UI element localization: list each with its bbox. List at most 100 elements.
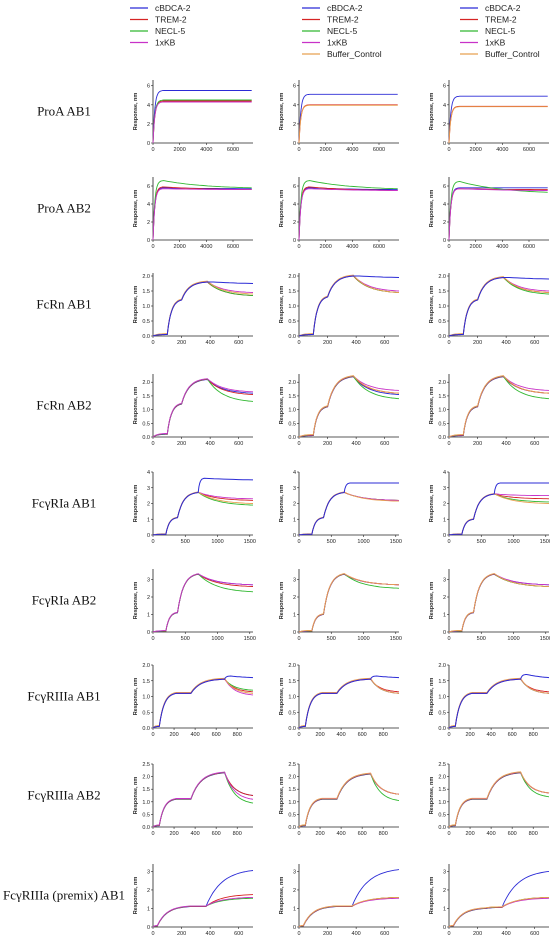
y-axis-title: Response, nm [429,286,435,324]
x-tick-label: 600 [234,441,243,447]
series-line-1xkb [298,491,400,536]
x-tick-label: 1000 [507,636,519,642]
panel-r6-c2: 0 1 2 3 0 500 1000 1500 Response, nm [279,569,402,642]
y-tick-label: 0.5 [288,710,296,716]
series-line-buffer-control [298,677,400,729]
x-tick-label: 800 [233,831,242,837]
x-tick-label: 600 [358,831,367,837]
y-tick-label: 0.5 [142,319,150,325]
series-line-buffer-control [448,493,550,536]
y-tick-label: 1 [147,613,150,619]
series-line-buffer-control [448,276,550,337]
y-tick-label: 0.0 [288,825,296,831]
y-tick-label: 1 [147,517,150,523]
panel-r5-c1: 0 1 2 3 4 0 500 1000 1500 Response, nm [133,470,256,545]
series-line-trem-2 [152,100,252,144]
y-tick-label: 1.0 [288,695,296,701]
y-tick-label: 4 [147,103,150,109]
y-tick-label: 1.5 [438,394,446,400]
row-label-5: FcγRIa AB1 [32,496,97,511]
series-line-buffer-control [448,677,550,729]
y-tick-label: 1.5 [438,289,446,295]
y-tick-label: 2 [443,595,446,601]
panel-r4-c2: 0.0 0.5 1.0 1.5 2.0 0 200 400 600 Response, nm [279,374,400,447]
x-tick-label: 0 [447,147,450,153]
y-tick-label: 0.0 [438,334,446,340]
x-tick-label: 1500 [244,539,256,545]
x-tick-label: 200 [323,441,332,447]
x-tick-label: 0 [447,636,450,642]
y-tick-label: 1.0 [142,800,150,806]
y-tick-label: 0 [147,141,150,147]
y-tick-label: 6 [443,84,446,90]
x-tick-label: 0 [447,441,450,447]
series-line-necl-5 [152,180,252,241]
x-tick-label: 800 [379,732,388,738]
series-line-buffer-control [298,375,400,438]
y-tick-label: 2 [293,888,296,894]
x-tick-label: 400 [502,340,511,346]
y-tick-label: 0.0 [288,435,296,441]
y-axis-title: Response, nm [133,286,139,324]
x-tick-label: 1500 [244,636,256,642]
x-tick-label: 600 [234,931,243,937]
x-tick-label: 0 [151,147,154,153]
x-tick-label: 200 [473,340,482,346]
x-tick-label: 2000 [470,147,482,153]
x-tick-label: 6000 [523,244,535,250]
series-line-trem-2 [448,678,550,729]
x-tick-label: 0 [297,831,300,837]
y-tick-label: 6 [147,84,150,90]
x-tick-label: 0 [297,931,300,937]
x-tick-label: 400 [487,732,496,738]
y-axis-title: Response, nm [279,93,285,131]
series-line-necl-5 [298,773,400,828]
x-tick-label: 400 [337,831,346,837]
legend-label-1xkb: 1xKB [485,38,506,48]
y-tick-label: 0 [443,925,446,931]
y-tick-label: 1.0 [288,408,296,414]
x-tick-label: 200 [465,831,474,837]
x-tick-label: 400 [206,340,215,346]
y-axis-title: Response, nm [429,777,435,815]
series-line-buffer-control [298,491,399,536]
y-tick-label: 2.5 [438,762,446,768]
x-tick-label: 200 [315,732,324,738]
series-line-necl-5 [152,771,254,828]
panel-r5-c2: 0 1 2 3 4 0 500 1000 1500 Response, nm [279,470,402,545]
panel-r8-c2: 0.0 0.5 1.0 1.5 2.0 2.5 0 200 400 600 800 Response,… [279,762,400,837]
y-axis-title: Response, nm [429,190,435,228]
series-line-necl-5 [298,678,400,729]
series-line-cbdca-2-binding [448,674,550,729]
legend-label-trem-2: TREM-2 [155,15,187,25]
panel-r8-c1: 0.0 0.5 1.0 1.5 2.0 2.5 0 200 400 600 800 Response,… [133,762,254,837]
series-line-necl-5 [448,678,550,729]
legend-label-1xkb: 1xKB [327,38,348,48]
x-tick-label: 400 [487,831,496,837]
series-line-trem-2 [448,772,550,828]
y-tick-label: 0 [443,238,446,244]
y-axis-title: Response, nm [133,678,139,716]
panel-r2-c2: 0 2 4 6 0 2000 4000 6000 Response, nm [279,177,399,250]
y-tick-label: 1.5 [142,679,150,685]
y-tick-label: 2 [443,888,446,894]
series-line-1xkb [152,101,252,144]
x-tick-label: 6000 [523,147,535,153]
y-axis-title: Response, nm [279,387,285,425]
y-tick-label: 2 [293,595,296,601]
y-axis-title: Response, nm [279,190,285,228]
y-tick-label: 1.0 [438,695,446,701]
y-tick-label: 2 [147,595,150,601]
x-tick-label: 200 [169,732,178,738]
panel-r1-c1: 0 2 4 6 0 2000 4000 6000 Response, nm [133,80,253,153]
row-label-9: FcγRIIIa (premix) AB1 [3,888,125,903]
series-line-buffer-control [298,274,400,337]
x-tick-label: 0 [297,539,300,545]
y-tick-label: 0 [147,925,150,931]
x-tick-label: 0 [297,732,300,738]
x-tick-label: 0 [151,340,154,346]
series-line-necl-5 [152,99,252,144]
x-tick-label: 600 [530,340,539,346]
y-tick-label: 2.0 [288,380,296,386]
